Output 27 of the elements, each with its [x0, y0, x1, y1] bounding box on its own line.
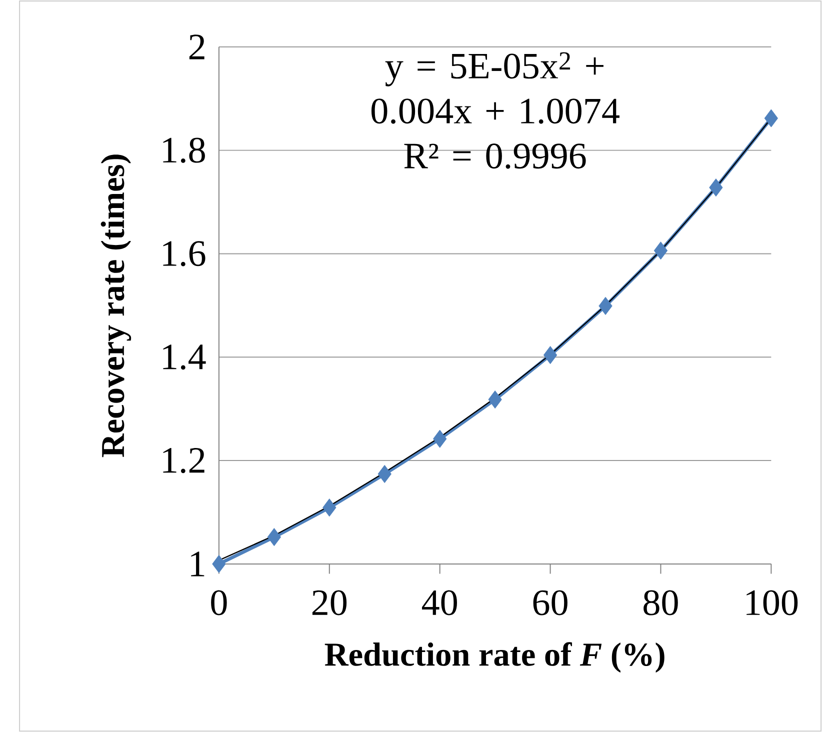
point [432, 430, 447, 448]
point [598, 296, 612, 315]
y-tick-label: 2 [189, 34, 204, 60]
point [709, 178, 723, 197]
y-tick-label: 1.8 [163, 138, 205, 163]
x-tick-label: 0 [211, 590, 227, 616]
point [543, 346, 558, 364]
y-tick-label: 1.6 [163, 241, 206, 266]
y-tick-label: 1.2 [163, 448, 204, 474]
annotation: R² = 0.9996 [404, 144, 586, 169]
annotation: y = 5E-05x$^{2}$ + 0.004x + 1.0074 [371, 52, 620, 124]
x-tick-label: 60 [533, 590, 568, 616]
x-tick-label: 100 [746, 590, 798, 616]
x-axis-title: Reduction rate of F (%) [324, 642, 664, 673]
point [764, 109, 778, 128]
point [378, 464, 392, 483]
y-tick-label: 1 [191, 552, 204, 576]
point [654, 242, 668, 260]
point [322, 498, 336, 517]
x-tick-label: 40 [422, 590, 457, 616]
x-tick-label: 20 [312, 590, 347, 616]
y-tick-label: 1.4 [163, 344, 206, 370]
point [212, 554, 226, 573]
point [267, 528, 282, 546]
point [488, 390, 502, 409]
x-tick-label: 80 [644, 590, 678, 616]
y-axis-title: Recovery rate (times) [100, 154, 132, 458]
